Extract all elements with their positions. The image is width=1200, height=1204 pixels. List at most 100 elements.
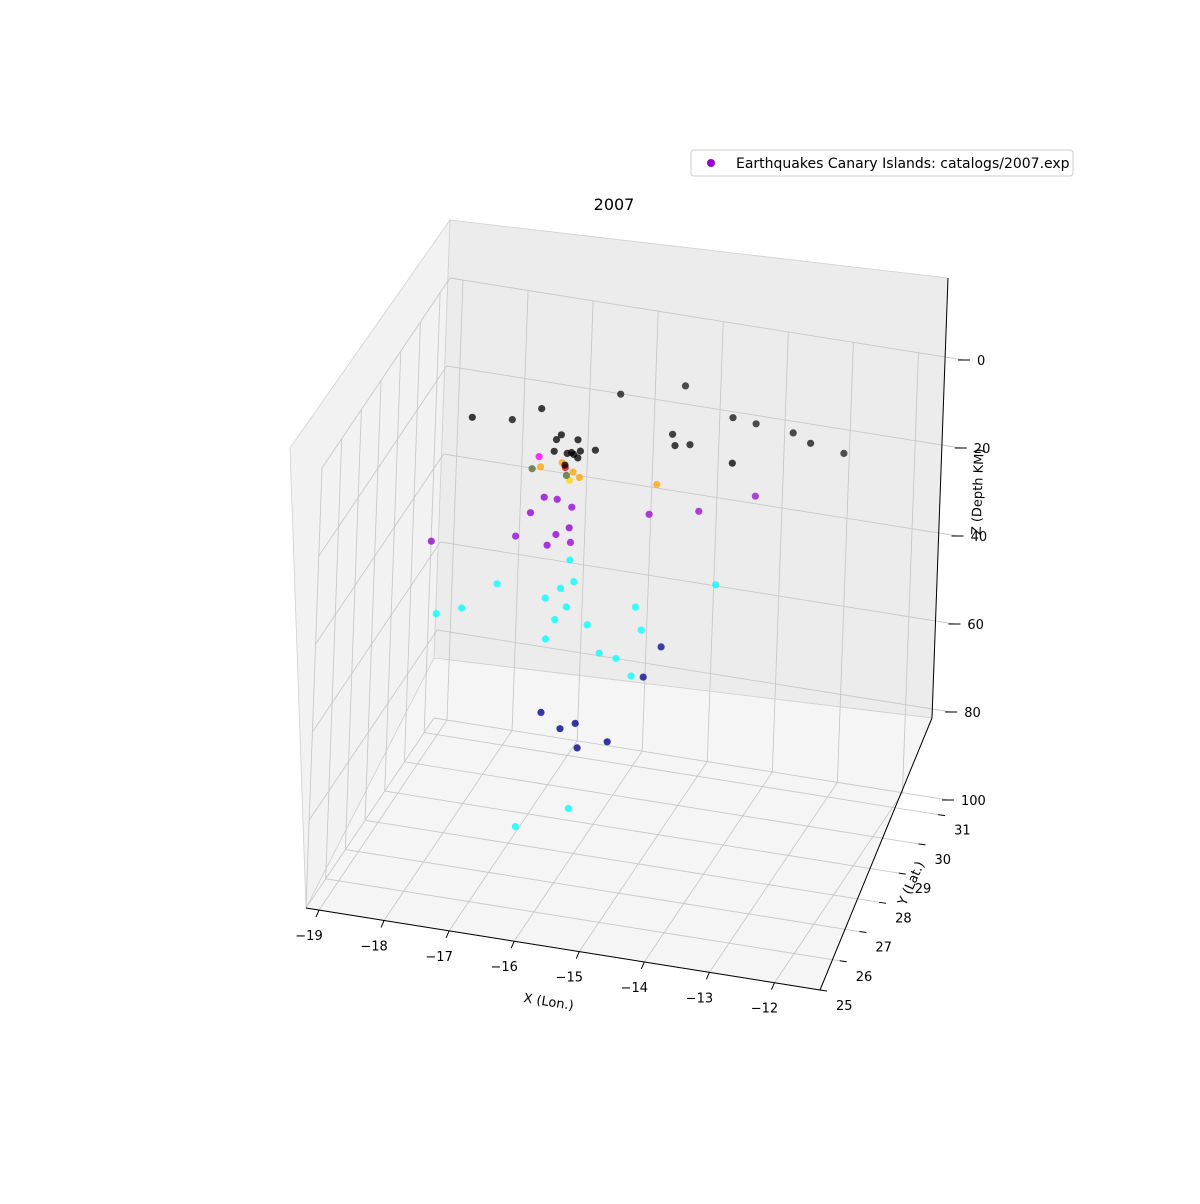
data-point [563,449,571,457]
x-gridline [446,280,464,721]
axis-lines [305,277,949,991]
data-point [712,581,720,589]
x-axis-label: X (Lon.) [522,991,574,1014]
data-point [570,578,578,586]
data-point [595,649,603,657]
z-gridline [437,629,952,713]
data-point [575,473,584,482]
back-pane [433,219,949,719]
x-gridline [576,300,594,741]
z-tick-label: 20 [974,442,991,457]
data-point [671,442,679,450]
y-gridline [345,849,860,932]
data-point [526,509,535,517]
data-point [537,463,545,471]
data-point [508,416,516,424]
z-gridline [312,541,441,733]
data-point [573,744,581,752]
x-tick-mark [640,961,645,970]
data-point [557,431,566,439]
x-gridline [706,321,724,762]
data-point [535,453,543,461]
x-tick-label: −12 [751,1002,778,1017]
data-point [637,626,645,634]
data-point [583,621,591,629]
y-tick-mark [819,989,828,992]
z-axis-line [931,277,949,719]
y-tick-mark [898,872,906,875]
z-tick-label: 0 [977,354,985,369]
y-tick-label: 30 [934,853,951,868]
legend: Earthquakes Canary Islands: catalogs/200… [690,149,1074,177]
z-gridline [321,277,451,469]
data-point [562,603,570,611]
y-tick-mark [938,814,946,817]
data-point [566,556,574,564]
legend-label: Earthquakes Canary Islands: catalogs/200… [736,156,1070,172]
x-tick-mark [510,941,515,949]
y-axis-line [819,717,933,991]
data-point [789,429,797,437]
x-tick-label: −13 [686,991,713,1006]
data-point [528,465,536,473]
data-point [591,446,600,454]
x-gridline [836,342,854,783]
y-gridline [344,409,362,850]
y-gridline [305,467,323,909]
data-point [493,580,501,588]
data-point [617,390,625,398]
y-gridline [384,351,402,792]
x-tick-mark [380,920,385,928]
x-gridline [448,740,578,932]
y-tick-label: 27 [875,941,892,956]
x-tick-mark [705,972,710,980]
x-axis-line [305,907,821,991]
x-tick-mark [315,909,320,918]
z-gridline [433,717,949,801]
data-point [432,610,440,618]
data-point [612,654,620,662]
x-gridline [513,750,643,942]
y-tick-label: 31 [954,824,971,839]
data-point [541,635,550,643]
x-tick-mark [445,930,450,939]
y-gridline [325,878,840,962]
x-gridline [771,331,789,772]
z-gridline [449,277,965,361]
y-gridline [424,732,939,816]
y-gridline [384,790,899,874]
x-gridline [643,771,773,963]
data-point [511,532,520,540]
data-point [566,538,575,547]
z-gridline [305,717,435,909]
data-point [574,436,582,444]
z-gridline [440,541,955,625]
data-point [681,382,690,390]
chart-title: 2007 [594,195,635,214]
y-gridline [364,380,382,821]
data-point [568,503,576,511]
data-point [551,616,559,624]
data-point [550,447,558,455]
x-gridline [709,782,838,973]
data-point [552,530,560,539]
z-tick-label: 60 [967,618,984,633]
x-tick-label: −15 [556,971,583,986]
data-point [468,413,476,421]
data-point [729,414,737,422]
x-gridline [578,761,708,952]
y-gridline [423,292,441,733]
legend-frame [690,149,1074,177]
x-gridline [902,352,919,793]
data-point [570,450,578,458]
y-tick-mark [859,931,867,934]
x-gridline [511,290,529,731]
z-gridline [446,365,961,449]
data-point [657,643,665,651]
data-point [645,510,653,518]
z-gridline [318,365,448,557]
data-point [639,673,647,681]
x-tick-label: −19 [295,929,322,944]
